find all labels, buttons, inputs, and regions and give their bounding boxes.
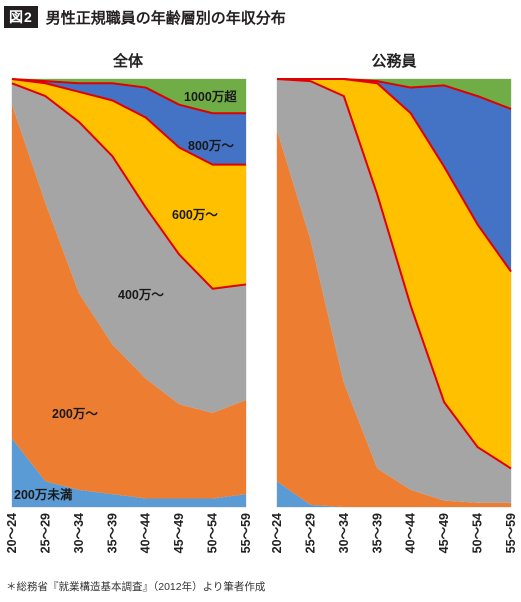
band-1000-lower-boundary-line xyxy=(277,78,512,110)
figure-number-badge: 図2 xyxy=(4,6,38,28)
source-note: ＊総務省『就業構造基本調査』（2012年）より筆者作成 xyxy=(6,581,266,593)
band-under-200-area xyxy=(277,481,511,507)
x-tick-label: 50～54 xyxy=(206,513,220,553)
band-label: 800万～ xyxy=(188,139,234,153)
chart-panel-public: 20～24 25～29 30～34 35～39 40～44 45～49 50～54 55～59 xyxy=(270,78,518,553)
x-tick-label: 35～39 xyxy=(105,513,119,553)
x-tick-label: 20～24 xyxy=(5,513,19,553)
x-tick-label: 55～59 xyxy=(239,513,253,553)
band-800-lower-boundary-line xyxy=(11,78,246,166)
band-1000-area xyxy=(277,79,511,109)
x-tick-label: 40～44 xyxy=(139,513,153,553)
band-label: 1000万超 xyxy=(184,89,237,104)
band-label: 400万～ xyxy=(118,288,164,302)
x-tick-label: 45～49 xyxy=(437,513,451,553)
band-1000-lower-boundary-line xyxy=(11,78,246,115)
x-tick-label: 25～29 xyxy=(303,513,317,553)
band-600-area xyxy=(12,79,246,289)
x-tick-label: 20～24 xyxy=(270,513,284,553)
band-label: 200万未満 xyxy=(14,487,73,502)
figure-header: 図2 男性正規職員の年齢層別の年収分布 xyxy=(4,4,286,30)
chart-panel-all: 20～24 25～29 30～34 35～39 40～44 45～49 50～54 55～59… xyxy=(5,78,253,553)
band-1000-area xyxy=(12,79,246,114)
x-tick-label: 55～59 xyxy=(504,513,518,553)
band-800-area xyxy=(12,79,246,165)
band-800-area xyxy=(277,79,511,272)
x-tick-label: 25～29 xyxy=(38,513,52,553)
band-label: 200万～ xyxy=(52,407,98,421)
band-400-area xyxy=(12,83,246,413)
x-tick-label: 30～34 xyxy=(337,513,351,553)
band-400-area xyxy=(277,79,511,503)
band-600-lower-boundary-line xyxy=(276,78,512,470)
band-600-lower-boundary-line xyxy=(11,82,247,290)
x-tick-label: 50～54 xyxy=(471,513,485,553)
panel-title-public-servants: 公務員 xyxy=(371,53,417,70)
x-tick-label: 40～44 xyxy=(404,513,418,553)
band-200-area xyxy=(12,104,246,499)
band-under-200-area xyxy=(12,438,246,507)
x-tick-label: 30～34 xyxy=(72,513,86,553)
panel-title-all: 全体 xyxy=(112,53,143,70)
x-tick-label: 45～49 xyxy=(172,513,186,553)
x-tick-label: 35～39 xyxy=(370,513,384,553)
band-200-area xyxy=(277,130,511,508)
band-600-area xyxy=(277,79,511,469)
figure-title: 男性正規職員の年齢層別の年収分布 xyxy=(45,9,286,27)
band-label: 600万～ xyxy=(172,208,218,222)
